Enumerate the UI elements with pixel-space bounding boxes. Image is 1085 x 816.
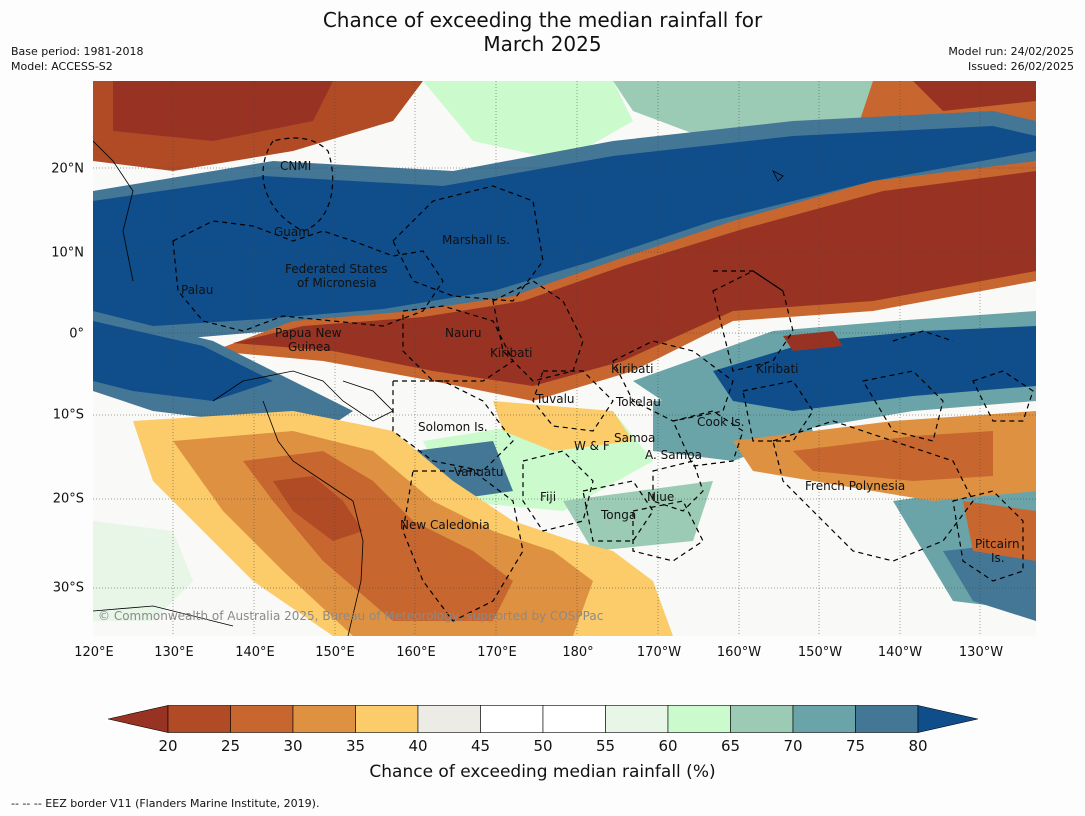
lon-label-180: 180°	[562, 645, 594, 660]
base-period: Base period: 1981-2018	[11, 45, 144, 58]
label-tuvalu: Tuvalu	[536, 392, 575, 406]
label-kiribati-east: Kiribati	[756, 362, 799, 376]
colorbar-label: Chance of exceeding median rainfall (%)	[369, 762, 716, 782]
label-palau: Palau	[181, 283, 214, 297]
label-french-polynesia: French Polynesia	[805, 479, 906, 493]
lon-label-150w: 150°W	[797, 645, 843, 660]
label-vanuatu: Vanuatu	[454, 465, 504, 479]
colorbar-tick-label: 20	[158, 737, 178, 755]
colorbar-tick-label: 35	[345, 737, 366, 755]
label-new-caledonia: New Caledonia	[400, 518, 490, 532]
map-canvas	[93, 81, 1036, 636]
colorbar-tick-label: 50	[533, 737, 553, 755]
lon-label-170e: 170°E	[477, 645, 517, 660]
lat-label-20s: 20°S	[52, 491, 84, 507]
label-kiribati-central: Kiribati	[611, 362, 654, 376]
colorbar-cell	[292, 705, 356, 733]
colorbar-cell	[167, 705, 231, 733]
label-pitcairn-line2: Is.	[991, 551, 1005, 565]
wet-region-west	[93, 311, 353, 431]
lon-label-150e: 150°E	[315, 645, 355, 660]
label-fsm-line2: of Micronesia	[297, 276, 377, 290]
label-cook-islands: Cook Is.	[697, 415, 745, 429]
title-line-1: Chance of exceeding the median rainfall …	[322, 8, 763, 32]
colorbar-tick-label: 40	[408, 737, 428, 755]
colorbar-tick-label: 70	[783, 737, 803, 755]
colorbar-tick-label: 65	[720, 737, 741, 755]
label-cnmi: CNMI	[280, 159, 312, 173]
colorbar-cell	[542, 705, 606, 733]
colorbar-cell	[667, 705, 731, 733]
lon-label-140e: 140°E	[235, 645, 275, 660]
colorbar-tick-label: 45	[470, 737, 491, 755]
copyright-text: © Commonwealth of Australia 2025, Bureau…	[98, 609, 604, 623]
lon-label-120e: 120°E	[74, 645, 114, 660]
label-tokelau: Tokelau	[616, 395, 661, 409]
eez-footnote: -- -- -- EEZ border V11 (Flanders Marine…	[11, 797, 320, 810]
colorbar-tick-label: 30	[283, 737, 303, 755]
graticule	[93, 81, 1036, 636]
colorbar-cell	[230, 705, 294, 733]
colorbar-cell	[605, 705, 669, 733]
meta-left: Base period: 1981-2018 Model: ACCESS-S2	[11, 44, 143, 74]
dry-band-equatorial	[213, 161, 1036, 401]
colorbar-cell	[730, 705, 794, 733]
meta-right: Model run: 24/02/2025 Issued: 26/02/2025	[948, 44, 1074, 74]
colorbar-cell	[792, 705, 856, 733]
eez-borders	[172, 137, 1034, 622]
label-marshall-islands: Marshall Is.	[442, 233, 510, 247]
lat-label-30s: 30°S	[52, 580, 84, 596]
lat-label-20n: 20°N	[51, 161, 84, 177]
model-run: Model run: 24/02/2025	[948, 45, 1074, 58]
lat-label-0: 0°	[69, 326, 84, 342]
colorbar-cell	[855, 705, 919, 733]
colorbar-cell	[480, 705, 544, 733]
colorbar-cell	[355, 705, 419, 733]
label-pitcairn-line1: Pitcairn	[975, 537, 1020, 551]
label-png-line2: Guinea	[288, 340, 331, 354]
lon-label-160e: 160°E	[396, 645, 436, 660]
lon-label-140w: 140°W	[877, 645, 923, 660]
label-niue: Niue	[647, 490, 675, 504]
colorbar	[108, 705, 978, 733]
colorbar-tick-label: 60	[658, 737, 678, 755]
model-name: Model: ACCESS-S2	[11, 60, 113, 73]
label-samoa: Samoa	[614, 431, 656, 445]
lon-label-160w: 160°W	[716, 645, 762, 660]
lon-label-170w: 170°W	[636, 645, 682, 660]
lat-label-10n: 10°N	[51, 245, 84, 261]
colorbar-tick-label: 80	[908, 737, 928, 755]
lon-label-130e: 130°E	[154, 645, 194, 660]
colorbar-tick-label: 55	[595, 737, 616, 755]
label-wallis-futuna: W & F	[574, 439, 610, 453]
lon-label-130w: 130°W	[958, 645, 1004, 660]
label-tonga: Tonga	[601, 508, 637, 522]
colorbar-cell	[417, 705, 481, 733]
label-american-samoa: A. Samoa	[645, 448, 702, 462]
label-png-line1: Papua New	[275, 326, 342, 340]
rainfall-map	[93, 81, 1036, 636]
label-fiji: Fiji	[540, 490, 557, 504]
colorbar-tick-label: 25	[220, 737, 241, 755]
label-solomon-islands: Solomon Is.	[418, 420, 488, 434]
title-line-2: March 2025	[483, 32, 602, 56]
issued-date: Issued: 26/02/2025	[967, 60, 1074, 73]
colorbar-tick-label: 75	[845, 737, 866, 755]
coastlines	[93, 140, 784, 636]
wet-band-north	[93, 111, 1036, 341]
label-kiribati-west: Kiribati	[490, 346, 533, 360]
label-fsm-line1: Federated States	[285, 262, 388, 276]
lat-label-10s: 10°S	[52, 407, 84, 423]
wet-band-south-east	[633, 311, 1036, 431]
label-guam: Guam	[274, 225, 310, 239]
map-title: Chance of exceeding the median rainfall …	[0, 8, 1085, 56]
dry-region-south	[93, 401, 1036, 636]
colorbar-extend-high	[917, 705, 978, 733]
colorbar-extend-low	[108, 705, 169, 733]
label-nauru: Nauru	[445, 326, 482, 340]
